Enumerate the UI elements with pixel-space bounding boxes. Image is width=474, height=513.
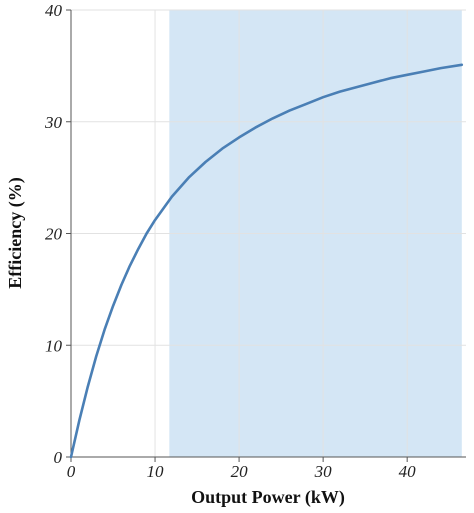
x-axis-title: Output Power (kW) — [191, 487, 345, 508]
plot-area: 0 10 20 30 40 0 10 20 30 40 — [44, 1, 466, 481]
y-tick-label: 0 — [54, 448, 63, 467]
y-tick-label: 20 — [45, 225, 63, 244]
y-tick-label: 10 — [45, 336, 63, 355]
efficiency-line — [69, 63, 464, 459]
x-tick-label: 10 — [147, 462, 165, 481]
x-tick-label: 20 — [231, 462, 249, 481]
y-tick-label: 40 — [45, 1, 63, 20]
x-tick-label: 0 — [67, 462, 76, 481]
y-axis-title: Efficiency (%) — [5, 177, 26, 288]
y-tick-label: 30 — [44, 113, 63, 132]
x-tick-label: 40 — [399, 462, 417, 481]
x-tick-label: 30 — [314, 462, 333, 481]
